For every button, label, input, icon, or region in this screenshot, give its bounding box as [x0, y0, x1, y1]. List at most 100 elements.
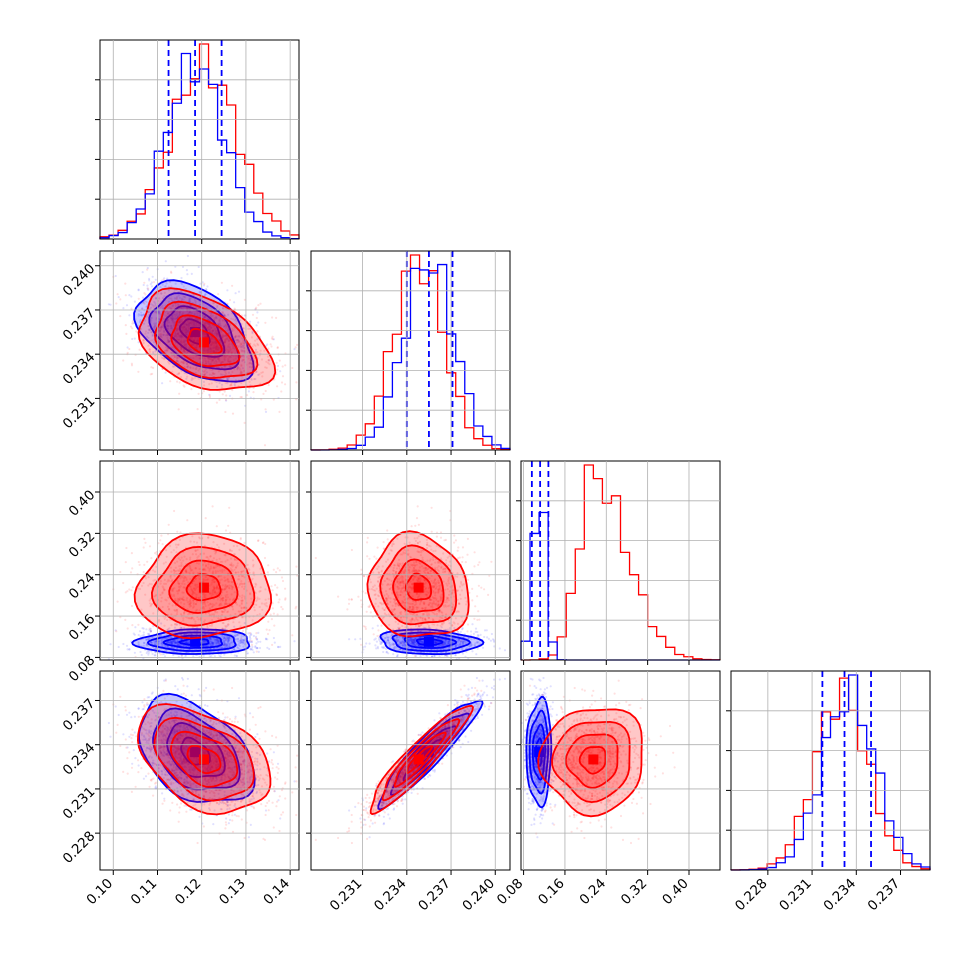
sample-point [175, 623, 178, 626]
sample-point [241, 350, 244, 353]
sample-point [251, 345, 254, 348]
sample-point [173, 365, 176, 368]
sample-point [179, 335, 182, 338]
sample-point [240, 381, 243, 385]
sample-point [166, 645, 169, 648]
sample-point [243, 298, 246, 301]
hist-panel-0 [99, 39, 300, 240]
sample-point [152, 326, 155, 329]
sample-point [192, 339, 195, 342]
sample-point [210, 368, 213, 372]
sample-point [243, 342, 246, 345]
sample-point [158, 311, 161, 314]
sample-point [181, 265, 185, 268]
sample-point [206, 326, 209, 329]
sample-point [203, 349, 206, 352]
sample-point [225, 348, 228, 351]
sample-point [185, 343, 188, 346]
sample-point [176, 295, 179, 298]
sample-point [214, 354, 217, 357]
sample-point [264, 408, 267, 411]
sample-point [162, 317, 165, 320]
sample-point [148, 637, 151, 641]
sample-point [142, 301, 145, 304]
sample-point [197, 324, 200, 327]
sample-point [284, 364, 287, 367]
sample-point [192, 339, 195, 342]
sample-point [284, 383, 287, 386]
sample-point [137, 297, 140, 300]
sample-point [161, 653, 164, 656]
sample-point [204, 372, 207, 375]
sample-point [213, 344, 216, 347]
sample-point [148, 348, 151, 351]
sample-point [248, 354, 251, 357]
sample-point [207, 349, 210, 352]
sample-point [177, 332, 180, 335]
sample-point [160, 326, 163, 329]
sample-point [219, 331, 223, 334]
sample-point [215, 345, 218, 348]
sample-point [184, 655, 187, 658]
sample-point [178, 392, 181, 395]
sample-point [213, 332, 216, 335]
sample-point [177, 304, 180, 307]
sample-point [124, 561, 127, 564]
sample-point [217, 293, 220, 296]
sample-point [199, 282, 202, 285]
sample-point [159, 306, 162, 309]
sample-point [141, 296, 145, 299]
sample-point [130, 295, 133, 298]
sample-point [209, 350, 212, 354]
sample-point [263, 556, 267, 560]
sample-point [471, 623, 474, 626]
sample-point [150, 316, 153, 320]
sample-point [242, 639, 245, 642]
sample-point [258, 646, 262, 650]
sample-point [210, 312, 213, 315]
sample-point [193, 323, 196, 326]
sample-point [226, 377, 229, 380]
sample-point [251, 331, 254, 335]
sample-point [234, 637, 237, 641]
sample-point [180, 337, 183, 340]
sample-point [264, 366, 267, 369]
sample-point [154, 647, 158, 651]
sample-point [213, 341, 216, 344]
sample-point [281, 365, 284, 368]
sample-point [197, 377, 200, 380]
sample-point [175, 297, 178, 300]
sample-point [180, 334, 183, 337]
sample-point [211, 641, 215, 644]
sample-point [174, 332, 177, 335]
sample-point [224, 307, 227, 310]
sample-point [162, 278, 165, 281]
sample-point [295, 605, 298, 608]
sample-point [264, 637, 268, 640]
sample-point [192, 293, 195, 296]
sample-point [229, 322, 232, 326]
sample-point [217, 640, 220, 644]
sample-point [213, 372, 216, 375]
sample-point [173, 640, 176, 643]
sample-point [183, 344, 186, 347]
sample-point [221, 336, 224, 339]
sample-point [198, 303, 202, 306]
sample-point [235, 654, 238, 657]
sample-point [150, 306, 153, 309]
sample-point [237, 340, 240, 343]
sample-point [490, 632, 493, 636]
sample-point [173, 334, 176, 337]
sample-point [137, 633, 140, 637]
sample-point [169, 640, 173, 644]
sample-point [211, 641, 214, 645]
sample-point [209, 636, 212, 639]
sample-point [142, 283, 145, 287]
sample-point [294, 346, 297, 349]
sample-point [155, 322, 158, 325]
sample-point [291, 634, 294, 637]
sample-point [167, 339, 170, 342]
sample-point [211, 642, 214, 645]
sample-point [239, 368, 242, 371]
sample-point [180, 298, 183, 301]
